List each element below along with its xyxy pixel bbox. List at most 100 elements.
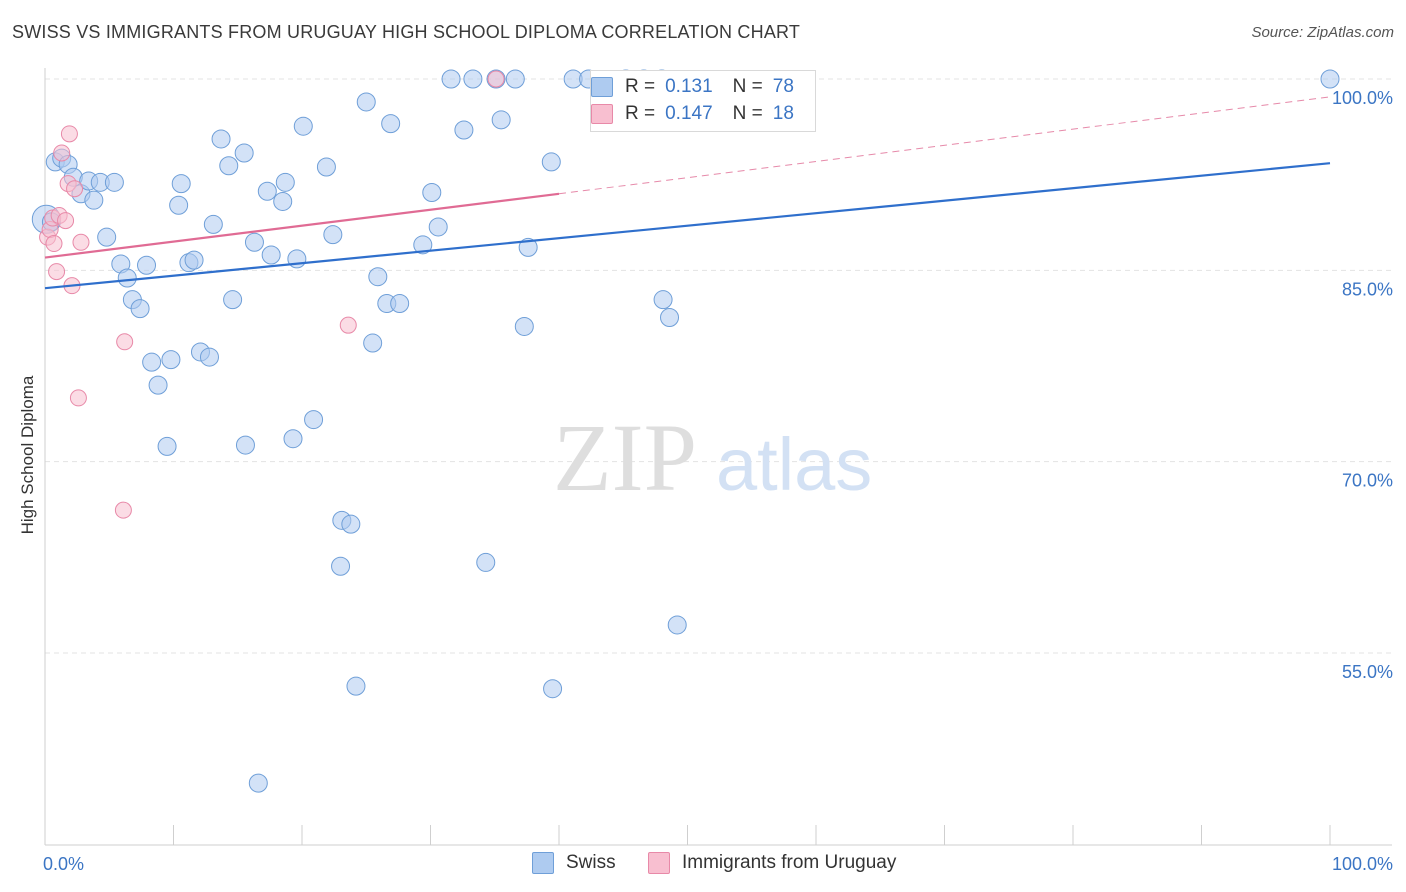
legend-label-swiss: Swiss bbox=[566, 852, 616, 873]
legend-label-uruguay: Immigrants from Uruguay bbox=[682, 852, 897, 873]
data-point-swiss bbox=[223, 290, 243, 310]
series-legend: Swiss Immigrants from Uruguay bbox=[0, 852, 1406, 878]
series-uruguay-points bbox=[39, 70, 505, 519]
data-point-uruguay bbox=[53, 144, 71, 162]
legend-swatch-swiss bbox=[591, 77, 613, 97]
data-point-swiss bbox=[441, 69, 461, 89]
data-point-swiss bbox=[346, 676, 366, 696]
legend-row-swiss: R = 0.131 N = 78 bbox=[591, 74, 794, 100]
correlation-legend: R = 0.131 N = 78 R = 0.147 N = 18 bbox=[590, 70, 816, 132]
legend-r-value-uruguay: 0.147 bbox=[665, 103, 713, 124]
data-point-uruguay bbox=[487, 70, 505, 88]
legend-n-value-swiss: 78 bbox=[772, 76, 794, 97]
data-point-swiss bbox=[541, 152, 561, 172]
data-point-swiss bbox=[1320, 69, 1340, 89]
data-point-uruguay bbox=[339, 316, 357, 334]
data-point-swiss bbox=[491, 110, 511, 130]
data-point-swiss bbox=[273, 191, 293, 211]
data-point-swiss bbox=[97, 227, 117, 247]
data-point-swiss bbox=[304, 410, 324, 430]
data-point-swiss bbox=[653, 290, 673, 310]
trend-line-uruguay bbox=[44, 192, 560, 259]
legend-n-label: N = bbox=[732, 76, 763, 97]
legend-r-label: R = bbox=[625, 103, 656, 124]
y-tick-label: 55.0% bbox=[1342, 662, 1393, 682]
data-point-swiss bbox=[117, 268, 137, 288]
data-point-swiss bbox=[104, 172, 124, 192]
y-tick-label: 100.0% bbox=[1332, 88, 1393, 108]
data-point-swiss bbox=[203, 214, 223, 234]
data-point-swiss bbox=[211, 129, 231, 149]
data-point-swiss bbox=[84, 190, 104, 210]
data-point-swiss bbox=[422, 183, 442, 203]
data-point-swiss bbox=[169, 195, 189, 215]
data-point-swiss bbox=[543, 679, 563, 699]
watermark: ZIP atlas bbox=[553, 404, 872, 511]
data-point-swiss bbox=[142, 352, 162, 372]
legend-n-value-uruguay: 18 bbox=[772, 103, 794, 124]
gridlines bbox=[45, 78, 1392, 654]
data-point-uruguay bbox=[116, 333, 134, 351]
data-point-swiss bbox=[130, 299, 150, 319]
axes bbox=[44, 68, 1392, 846]
data-point-swiss bbox=[505, 69, 525, 89]
data-point-swiss bbox=[293, 116, 313, 136]
data-point-swiss bbox=[244, 232, 264, 252]
y-tick-label: 85.0% bbox=[1342, 279, 1393, 299]
data-point-swiss bbox=[257, 181, 277, 201]
x-tick-label: 100.0% bbox=[1332, 854, 1393, 874]
data-point-swiss bbox=[323, 225, 343, 245]
legend-swatch-swiss bbox=[532, 852, 554, 874]
data-point-uruguay bbox=[66, 180, 84, 198]
data-point-swiss bbox=[283, 429, 303, 449]
data-point-uruguay bbox=[48, 263, 66, 281]
data-point-swiss bbox=[261, 245, 281, 265]
trend-line-uruguay-extension bbox=[558, 96, 1331, 195]
data-point-swiss bbox=[248, 773, 268, 793]
watermark-zip: ZIP bbox=[553, 404, 697, 511]
legend-r-label: R = bbox=[625, 76, 656, 97]
watermark-atlas: atlas bbox=[716, 423, 872, 506]
legend-item-uruguay[interactable]: Immigrants from Uruguay bbox=[648, 852, 896, 874]
legend-swatch-uruguay bbox=[648, 852, 670, 874]
data-point-swiss bbox=[476, 552, 496, 572]
data-point-swiss bbox=[518, 237, 538, 257]
chart-title: SWISS VS IMMIGRANTS FROM URUGUAY HIGH SC… bbox=[12, 22, 801, 42]
legend-row-uruguay: R = 0.147 N = 18 bbox=[591, 101, 794, 127]
data-point-swiss bbox=[199, 347, 219, 367]
data-point-uruguay bbox=[57, 212, 75, 230]
data-point-swiss bbox=[184, 250, 204, 270]
data-point-swiss bbox=[234, 143, 254, 163]
data-point-swiss bbox=[428, 217, 448, 237]
data-point-swiss bbox=[341, 514, 361, 534]
data-point-swiss bbox=[390, 293, 410, 313]
data-point-uruguay bbox=[72, 233, 90, 251]
data-point-swiss bbox=[316, 157, 336, 177]
legend-r-value-swiss: 0.131 bbox=[665, 76, 713, 97]
trend-line-swiss bbox=[44, 162, 1331, 290]
data-point-swiss bbox=[363, 333, 383, 353]
data-point-swiss bbox=[660, 308, 680, 328]
data-point-swiss bbox=[171, 174, 191, 194]
legend-item-swiss[interactable]: Swiss bbox=[532, 852, 616, 874]
data-point-swiss bbox=[381, 114, 401, 134]
data-point-swiss bbox=[514, 316, 534, 336]
data-point-swiss bbox=[368, 267, 388, 287]
data-point-uruguay bbox=[69, 389, 87, 407]
data-point-swiss bbox=[667, 615, 687, 635]
data-point-swiss bbox=[356, 92, 376, 112]
data-point-uruguay bbox=[45, 235, 63, 253]
tick-labels: 55.0% 70.0% 85.0% 100.0% 0.0% 100.0% bbox=[43, 88, 1393, 874]
legend-n-label: N = bbox=[732, 103, 763, 124]
data-point-swiss bbox=[219, 156, 239, 176]
data-point-uruguay bbox=[114, 501, 132, 519]
y-tick-label: 70.0% bbox=[1342, 471, 1393, 491]
data-point-swiss bbox=[137, 255, 157, 275]
source-credit: Source: ZipAtlas.com bbox=[1251, 24, 1394, 41]
data-point-swiss bbox=[161, 350, 181, 370]
data-point-swiss bbox=[157, 436, 177, 456]
trend-lines bbox=[44, 96, 1331, 290]
data-point-swiss bbox=[463, 69, 483, 89]
legend-swatch-uruguay bbox=[591, 104, 613, 124]
